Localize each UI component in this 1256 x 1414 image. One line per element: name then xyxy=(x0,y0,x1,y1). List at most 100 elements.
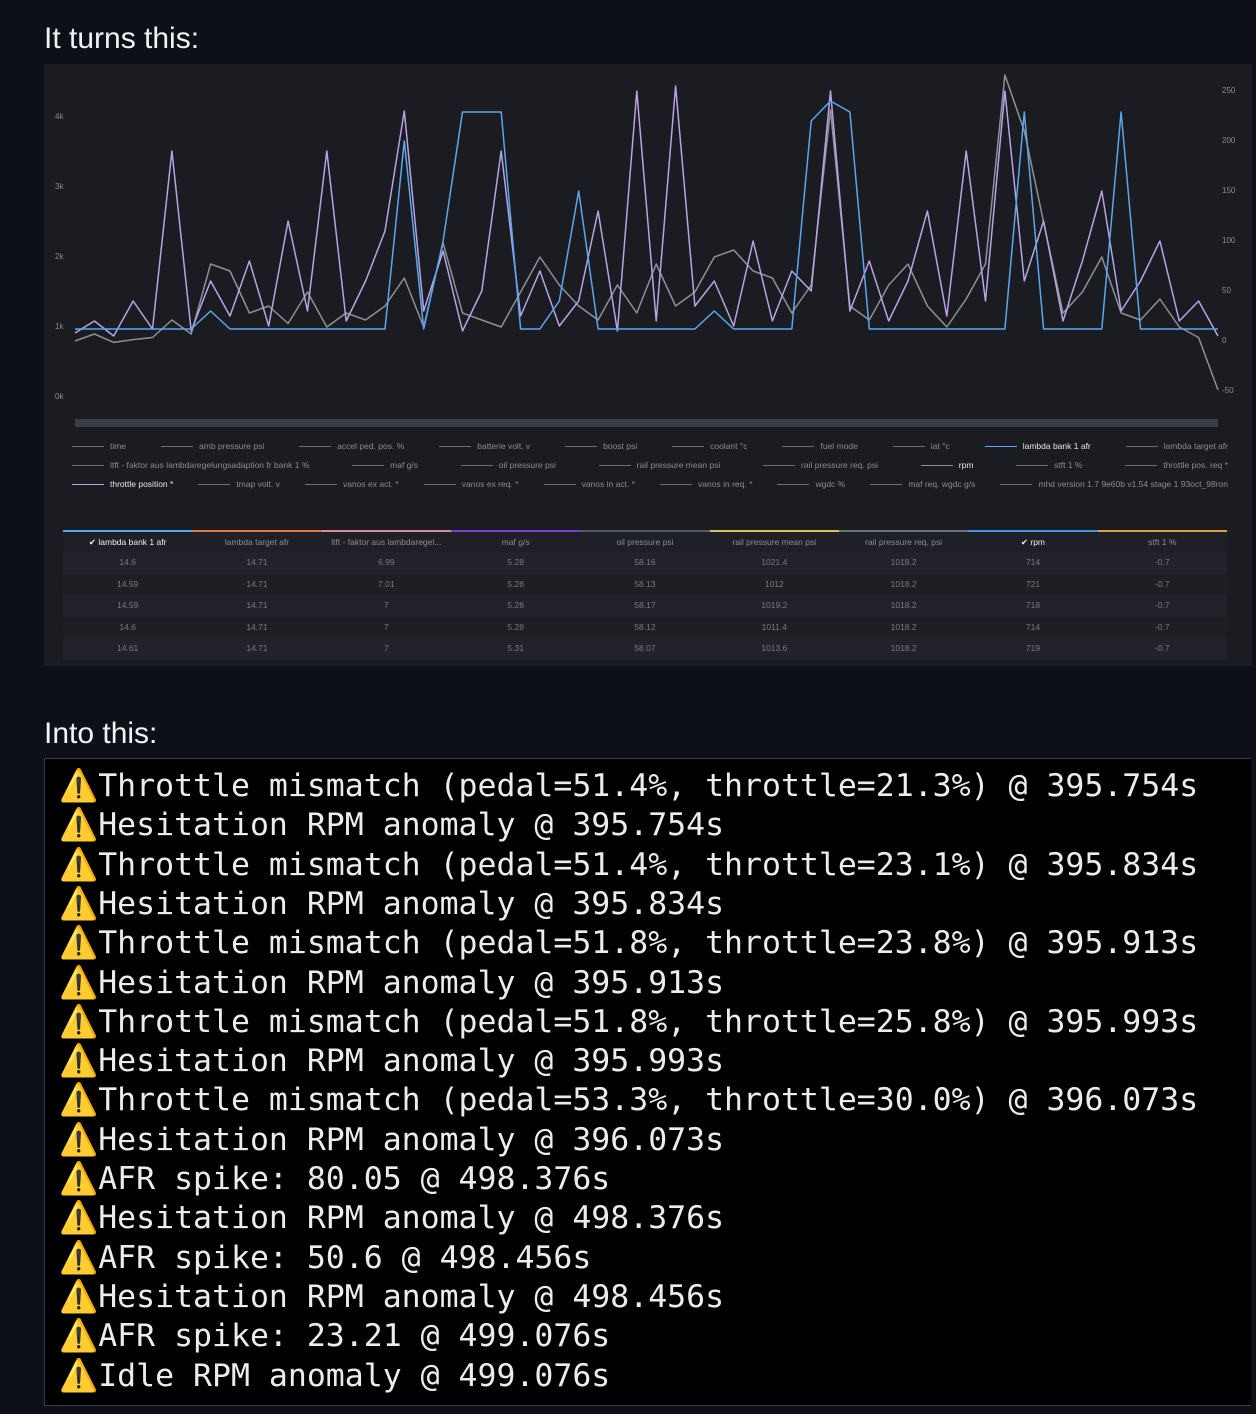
table-row: 14.61 14.71 7 5.31 58.07 1013.6 1018.2 719 -0.7 xyxy=(63,638,1227,660)
legend-label: wgdc % xyxy=(815,479,846,489)
table-cell: 1021.4 xyxy=(761,557,788,567)
legend-label: maf req. wgdc g/s xyxy=(908,479,976,489)
legend-swatch xyxy=(161,445,194,447)
y2-tick-label: 250 xyxy=(1222,86,1236,95)
legend-row: throttle position * tmap volt. v vanos ex … xyxy=(72,479,1228,489)
table-row: 14.59 14.71 7.01 5.28 58.13 1012 1018.2 721 -0.7 xyxy=(63,573,1227,596)
legend-label: rail pressure req. psi xyxy=(801,460,879,470)
legend-swatch xyxy=(72,483,104,485)
table-cell: -0.7 xyxy=(1154,643,1170,654)
legend-swatch xyxy=(660,483,693,485)
terminal-line: ⚠️Throttle mismatch (pedal=51.8%, thrott… xyxy=(59,925,1199,962)
legend-swatch xyxy=(777,483,810,485)
legend-item: vanos ex act. * xyxy=(304,479,399,489)
legend-item: mhd version 1.7 9e60b v1.54 stage 1 93oc… xyxy=(1000,479,1228,489)
table-cell: 714 xyxy=(1025,621,1041,632)
table-cell: 14.6 xyxy=(119,557,136,567)
legend-item: maf g/s xyxy=(352,460,418,470)
header-cell: ✔ rpm xyxy=(968,530,1098,552)
legend-label: throttle pos. req * xyxy=(1163,460,1228,470)
table-cell: 5.28 xyxy=(507,557,524,567)
table-cell: 714 xyxy=(1025,557,1041,567)
table-cell: 1018.2 xyxy=(890,557,917,567)
terminal-line: ⚠️Throttle mismatch (pedal=51.4%, thrott… xyxy=(59,846,1199,883)
terminal-line: ⚠️Hesitation RPM anomaly @ 395.834s xyxy=(59,885,725,922)
legend-swatch xyxy=(423,483,456,485)
table-cell: 7.01 xyxy=(378,578,395,589)
terminal-line: ⚠️Hesitation RPM anomaly @ 498.376s xyxy=(59,1200,725,1237)
legend-swatch xyxy=(920,464,953,466)
terminal-line: ⚠️Idle RPM anomaly @ 499.076s xyxy=(59,1357,611,1394)
legend-item: coolant °c xyxy=(672,441,748,451)
table-row: 14.59 14.71 7 5.28 58.17 1019.2 1018.2 718 -0.7 xyxy=(63,595,1227,617)
table-body: 14.6 14.71 6.99 5.28 58.16 1021.4 1018.2 714 -0.… xyxy=(63,552,1227,660)
data-table: ✔ lambda bank 1 afr lambda target afr ltft… xyxy=(63,530,1227,660)
table-cell: 1018.2 xyxy=(890,600,917,611)
y2-tick-label: 100 xyxy=(1222,236,1236,245)
table-cell: 1011.4 xyxy=(761,621,787,632)
table-cell: 719 xyxy=(1025,643,1041,654)
table-cell: 58.12 xyxy=(634,621,656,632)
legend-item: rpm xyxy=(920,460,973,470)
legend-swatch xyxy=(565,445,598,447)
legend-label: vanos in act. * xyxy=(581,479,635,489)
legend-item: maf req. wgdc g/s xyxy=(870,479,975,489)
legend-item: rail pressure mean psi xyxy=(598,460,721,470)
table-cell: 58.13 xyxy=(634,578,656,589)
plot: 0k 1k 2k 3k 4k -50 0 50 100 150 200 250 xyxy=(55,74,1236,427)
table-cell: 14.59 xyxy=(117,600,139,611)
table-cell: 1018.2 xyxy=(890,621,917,632)
terminal-line: ⚠️Hesitation RPM anomaly @ 498.456s xyxy=(59,1278,725,1315)
heading: It turns this: xyxy=(44,22,200,55)
legend-swatch xyxy=(782,445,815,447)
legend-label: coolant °c xyxy=(710,441,748,451)
legend-label: batterie volt. v xyxy=(477,441,531,451)
legend-item: batterie volt. v xyxy=(439,441,530,451)
legend-swatch xyxy=(299,445,332,447)
legend-swatch xyxy=(304,483,337,485)
terminal-line: ⚠️Hesitation RPM anomaly @ 395.993s xyxy=(59,1043,725,1080)
legend-label: boost psi xyxy=(603,441,638,451)
legend-item: lambda bank 1 afr xyxy=(984,441,1091,451)
legend-label: mhd version 1.7 9e60b v1.54 stage 1 93oc… xyxy=(1038,479,1228,489)
legend-item: throttle position * xyxy=(72,479,173,489)
legend-item: rail pressure req. psi xyxy=(763,460,878,470)
legend-row: ltft - faktor aus lambdaregelungsadaptio… xyxy=(72,460,1228,470)
legend-swatch xyxy=(984,445,1017,447)
legend-item: accel ped. pos. % xyxy=(299,441,404,451)
table-cell: -0.7 xyxy=(1154,557,1170,567)
table-cell: 5.28 xyxy=(507,621,524,632)
legend-swatch xyxy=(672,445,705,447)
series-line xyxy=(74,85,1219,337)
terminal-line: ⚠️Hesitation RPM anomaly @ 395.754s xyxy=(59,807,725,844)
legend-swatch xyxy=(598,464,631,466)
terminal-line: ⚠️Throttle mismatch (pedal=53.3%, thrott… xyxy=(59,1082,1199,1119)
legend-item: tmap volt. v xyxy=(198,479,280,489)
legend-label: stft 1 % xyxy=(1054,460,1083,470)
series-line xyxy=(75,100,1218,330)
y2-tick-label: 50 xyxy=(1222,286,1231,295)
legend-item: lambda target afr xyxy=(1125,441,1228,451)
legend-swatch xyxy=(72,445,104,447)
legend-swatch xyxy=(870,483,903,485)
y2-tick-label: 150 xyxy=(1222,186,1236,195)
legend-label: lambda target afr xyxy=(1163,441,1228,451)
table-cell: 14.71 xyxy=(246,643,268,654)
terminal-line: ⚠️AFR spike: 23.21 @ 499.076s xyxy=(59,1318,611,1355)
legend-item: throttle pos. req * xyxy=(1125,460,1228,470)
table-cell: -0.7 xyxy=(1154,600,1170,611)
header-cell: stft 1 % xyxy=(1097,530,1227,552)
legend-item: vanos in act. * xyxy=(543,479,635,489)
legend-label: rail pressure mean psi xyxy=(636,460,721,470)
scrollbar xyxy=(75,419,1218,427)
legend-swatch xyxy=(1125,464,1158,466)
legend-label: fuel mode xyxy=(820,441,858,451)
table-cell: 6.99 xyxy=(378,557,395,567)
legend-label: time xyxy=(110,441,127,451)
legend-label: amb pressure psi xyxy=(199,441,265,451)
table-cell: 14.6 xyxy=(119,621,136,632)
table-cell: -0.7 xyxy=(1154,578,1170,589)
legend-item: time xyxy=(72,441,126,451)
header-cell: lambda target afr xyxy=(192,530,322,552)
table-cell: 1012 xyxy=(764,578,784,589)
